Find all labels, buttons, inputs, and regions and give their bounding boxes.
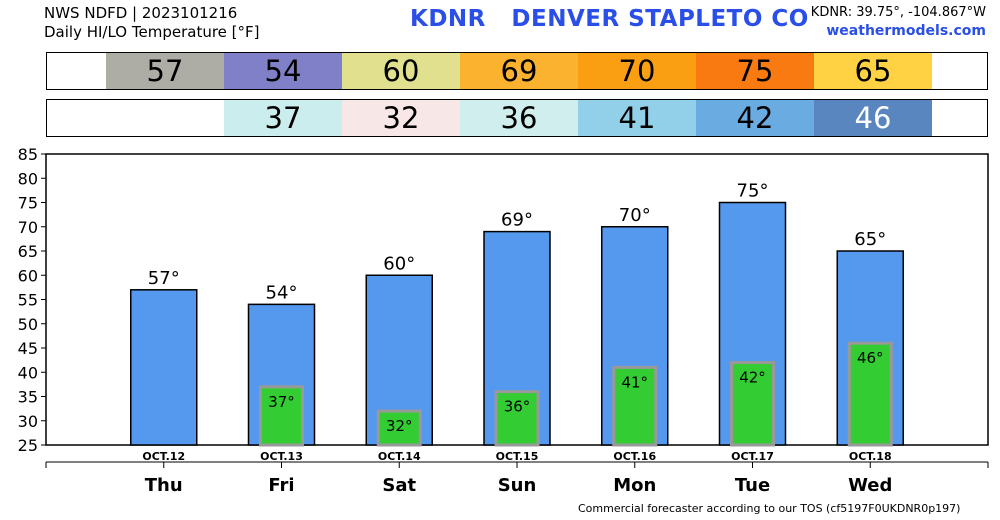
y-tick-label: 70 xyxy=(18,218,38,237)
hi-strip-cell: 75 xyxy=(696,53,814,89)
header-info: NWS NDFD | 2023101216 Daily HI/LO Temper… xyxy=(44,4,260,42)
date-label: OCT.17 xyxy=(731,450,774,463)
header-right: KDNR: 39.75°, -104.867°W weathermodels.c… xyxy=(811,4,986,40)
footer-note: Commercial forecaster according to our T… xyxy=(578,502,961,515)
y-tick-label: 80 xyxy=(18,169,38,188)
station-coords: KDNR: 39.75°, -104.867°W xyxy=(810,5,986,20)
lo-strip-cell: 36 xyxy=(460,100,578,136)
lo-value-label: 41° xyxy=(621,373,648,391)
lo-bar xyxy=(494,390,540,447)
lo-strip-cell: 42 xyxy=(696,100,814,136)
lo-strip-cell: 41 xyxy=(578,100,696,136)
lo-bar xyxy=(612,365,658,447)
station-title: KDNR DENVER STAPLETO CO xyxy=(410,6,809,32)
y-tick-label: 35 xyxy=(18,388,38,407)
lo-bar xyxy=(259,385,304,447)
lo-temperature-strip: 37 32 36 41 42 46 xyxy=(46,99,988,137)
date-label: OCT.14 xyxy=(378,450,421,463)
product-label: Daily HI/LO Temperature [°F] xyxy=(44,23,260,41)
hi-strip-cell: 54 xyxy=(224,53,342,89)
lo-bar xyxy=(730,361,775,447)
lo-bar xyxy=(376,409,422,447)
day-label: Sun xyxy=(498,475,537,496)
date-label: OCT.13 xyxy=(260,450,303,463)
lo-strip-cell: 32 xyxy=(342,100,460,136)
y-tick-label: 65 xyxy=(18,242,38,261)
y-tick-label: 25 xyxy=(18,436,38,455)
y-tick-label: 50 xyxy=(18,315,38,334)
hi-strip-cell: 60 xyxy=(342,53,460,89)
lo-value-label: 36° xyxy=(504,398,531,416)
lo-value-label: 32° xyxy=(386,417,413,435)
date-label: OCT.15 xyxy=(496,450,539,463)
hi-value-label: 54° xyxy=(266,282,298,303)
model-run-label: NWS NDFD | 2023101216 xyxy=(44,4,238,22)
hi-value-label: 70° xyxy=(619,205,651,226)
date-label: OCT.16 xyxy=(613,450,656,463)
date-label: OCT.18 xyxy=(849,450,892,463)
hi-value-label: 57° xyxy=(148,268,180,289)
hi-strip-cell: 70 xyxy=(578,53,696,89)
hi-strip-cell: 57 xyxy=(106,53,224,89)
date-label: OCT.12 xyxy=(142,450,185,463)
lo-value-label: 46° xyxy=(857,349,884,367)
hi-bar xyxy=(130,289,198,446)
hi-value-label: 65° xyxy=(854,229,886,250)
lo-bar xyxy=(847,341,893,447)
y-tick-label: 55 xyxy=(18,291,38,310)
y-tick-label: 85 xyxy=(18,145,38,164)
day-label: Sat xyxy=(382,475,416,496)
lo-value-label: 42° xyxy=(739,369,766,387)
y-tick-label: 45 xyxy=(18,339,38,358)
site-link[interactable]: weathermodels.com xyxy=(826,23,986,39)
day-label: Wed xyxy=(848,475,892,496)
hi-strip-cell: 69 xyxy=(460,53,578,89)
day-label: Tue xyxy=(735,475,770,496)
y-tick-label: 60 xyxy=(18,266,38,285)
y-tick-label: 75 xyxy=(18,194,38,213)
day-label: Fri xyxy=(268,475,294,496)
lo-strip-cell: 46 xyxy=(814,100,932,136)
day-label: Mon xyxy=(613,475,656,496)
lo-value-label: 37° xyxy=(268,393,295,411)
hi-value-label: 75° xyxy=(737,181,769,202)
y-tick-label: 30 xyxy=(18,412,38,431)
hi-temperature-strip: 57 54 60 69 70 75 65 xyxy=(46,52,988,90)
day-label: Thu xyxy=(145,475,183,496)
hi-strip-cell: 65 xyxy=(814,53,932,89)
hi-value-label: 69° xyxy=(501,210,533,231)
hi-value-label: 60° xyxy=(383,253,415,274)
lo-strip-cell: 37 xyxy=(224,100,342,136)
y-tick-label: 40 xyxy=(18,363,38,382)
